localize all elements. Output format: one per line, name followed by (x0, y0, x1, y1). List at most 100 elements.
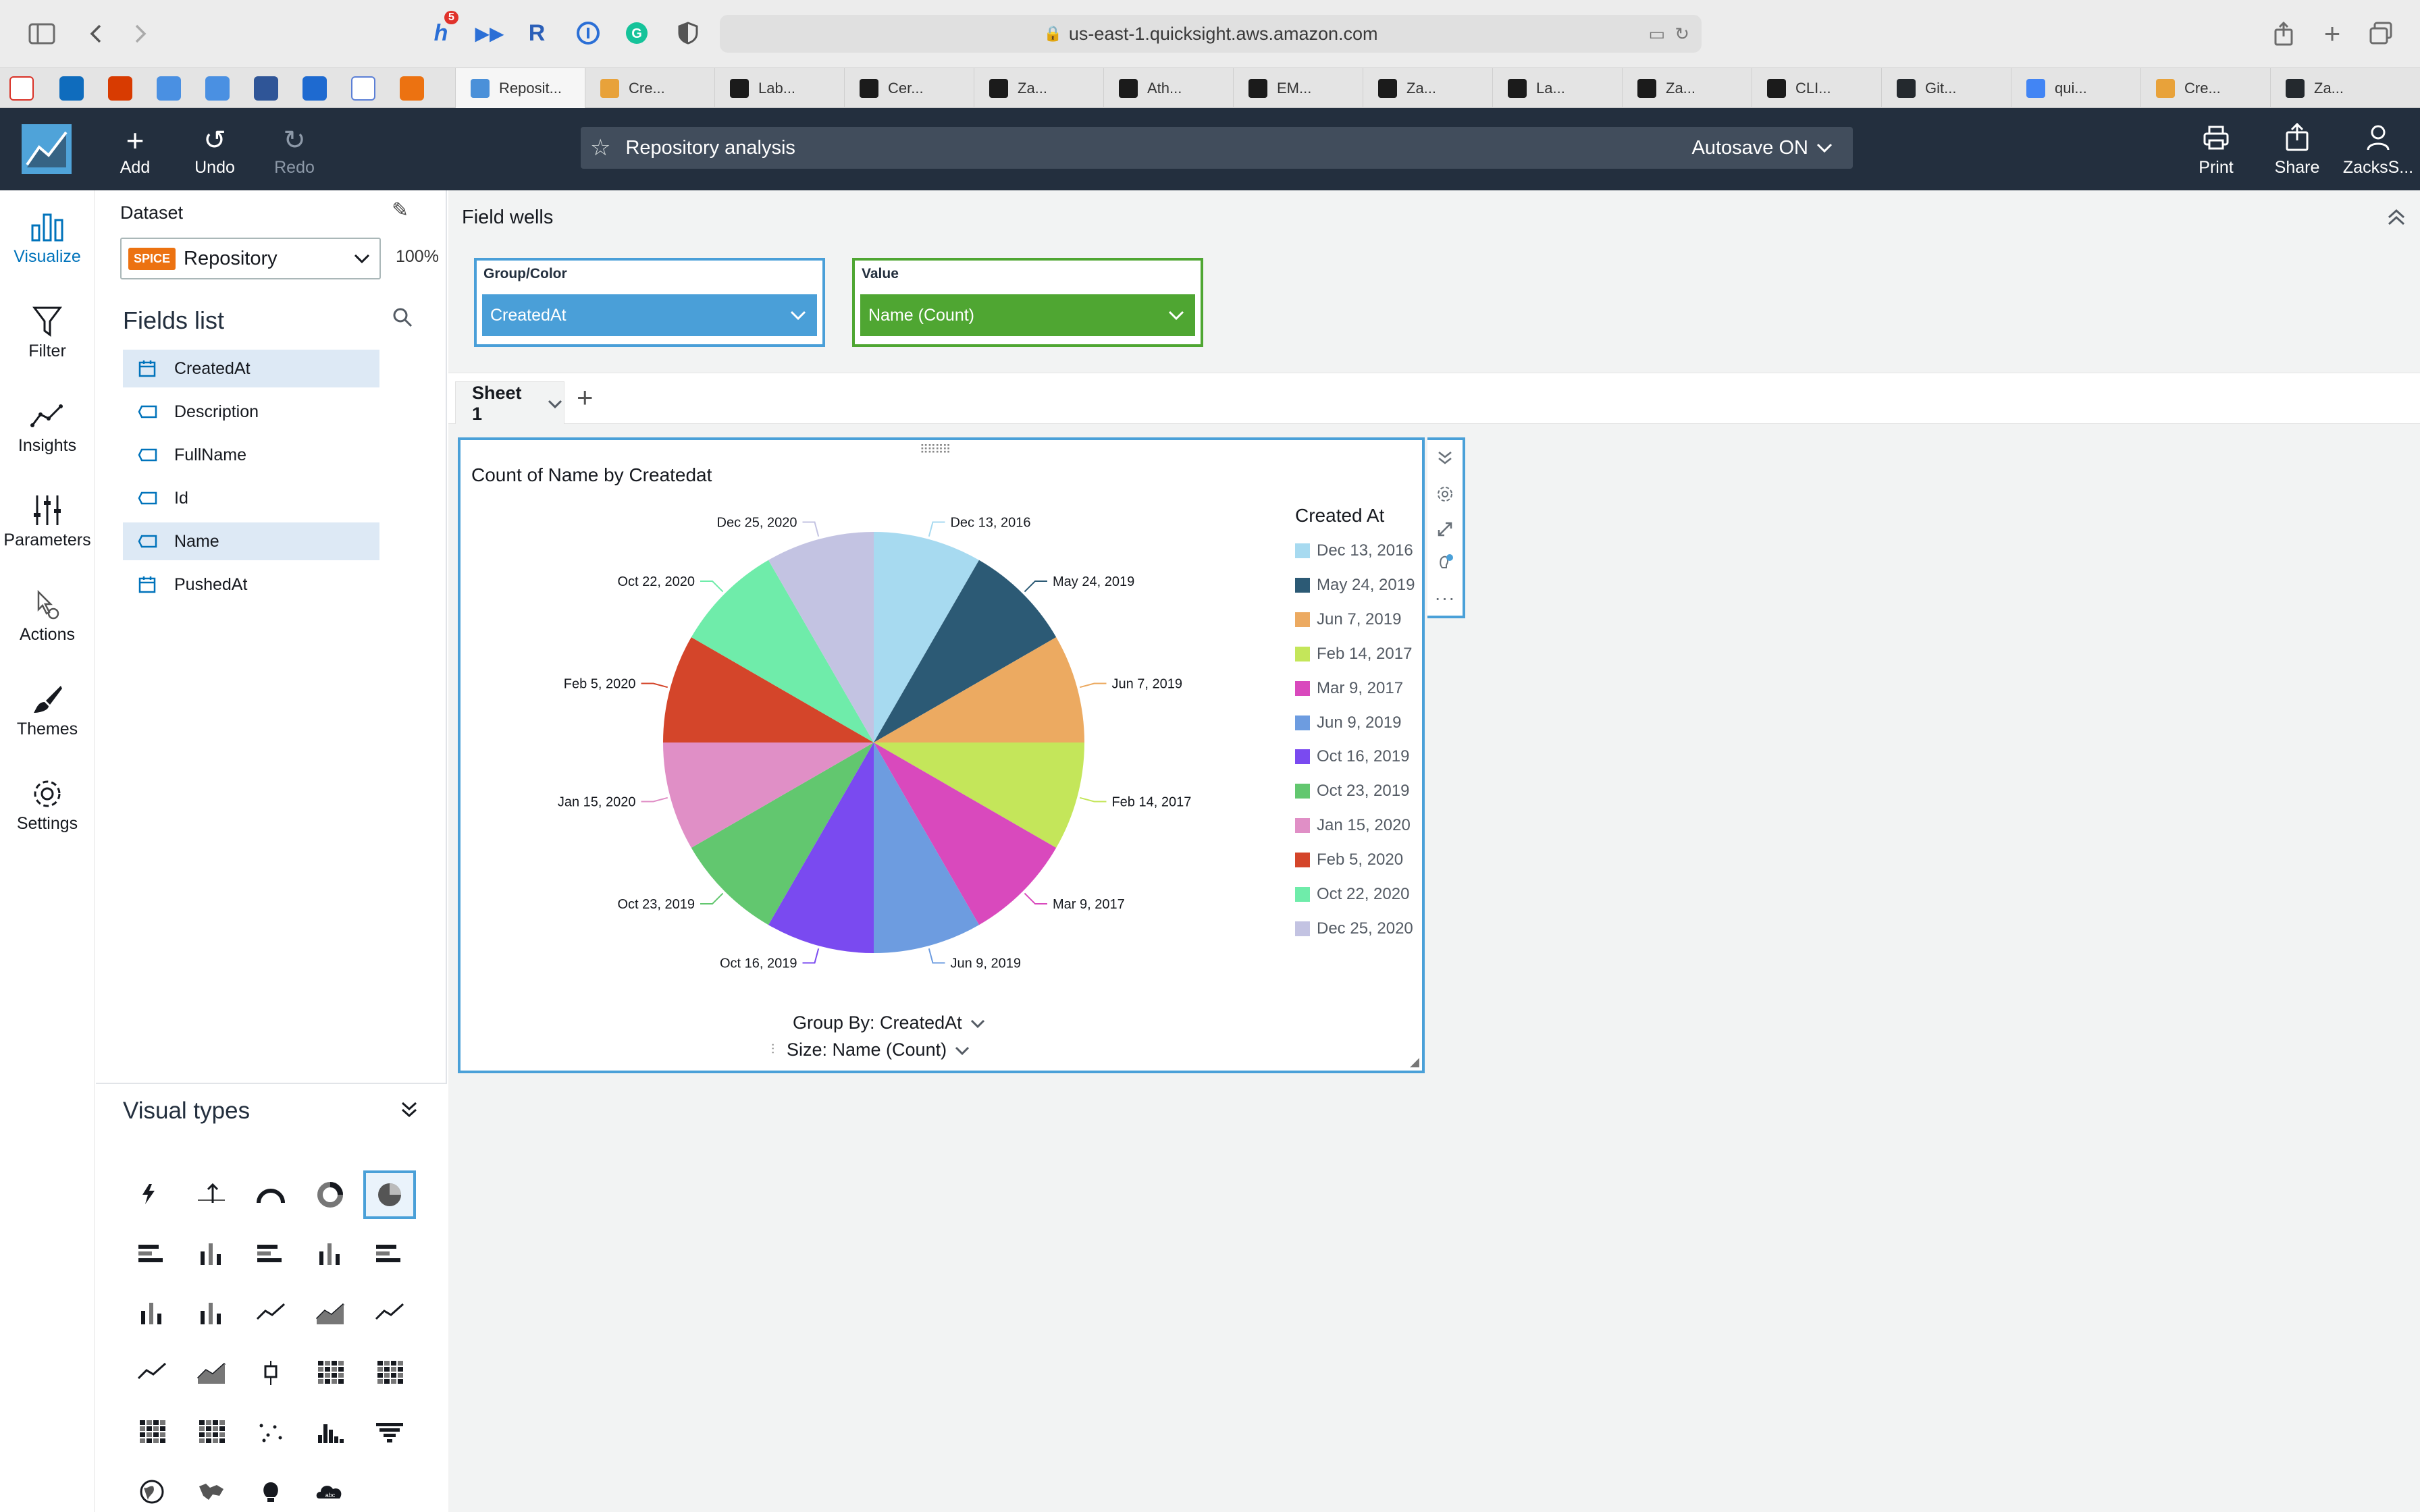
browser-tab[interactable]: Za... (974, 68, 1103, 109)
tab-overview-icon[interactable] (2365, 18, 2397, 50)
geospatial-map-icon[interactable] (126, 1467, 178, 1512)
clustered-horizontal-bar-icon[interactable] (244, 1230, 297, 1278)
box-plot-icon[interactable] (244, 1349, 297, 1397)
format-visual-gear-icon[interactable] (1433, 482, 1457, 506)
forward-media-extension-icon[interactable]: ▶▶ (475, 22, 504, 44)
r-extension-icon[interactable]: R (528, 20, 546, 46)
new-tab-icon[interactable]: + (2323, 18, 2341, 49)
office-pinned-tab[interactable] (108, 76, 132, 101)
field-item-id[interactable]: Id (123, 479, 379, 517)
percent-bar-icon[interactable] (185, 1289, 238, 1338)
createdat-field-pill[interactable]: CreatedAt (482, 294, 817, 336)
field-item-name[interactable]: Name (123, 522, 379, 560)
pie-slice[interactable] (691, 742, 874, 925)
browser-tab[interactable]: Cre... (585, 68, 714, 109)
pie-slice[interactable] (768, 742, 874, 953)
legend-item[interactable]: Jun 7, 2019 (1295, 606, 1401, 633)
legend-item[interactable]: Dec 13, 2016 (1295, 537, 1413, 564)
dataset-select[interactable]: SPICE Repository (120, 238, 381, 279)
tree-map-icon[interactable] (185, 1408, 238, 1457)
browser-tab[interactable]: Lab... (714, 68, 844, 109)
name-count-field-pill[interactable]: Name (Count) (860, 294, 1195, 336)
funnel-icon[interactable] (363, 1408, 416, 1457)
browser-tab[interactable]: CLI... (1752, 68, 1881, 109)
app-pinned-tab-1[interactable] (254, 76, 278, 101)
nav-parameters[interactable]: Parameters (0, 490, 95, 550)
vertical-bar-icon[interactable] (185, 1230, 238, 1278)
combo-line-icon[interactable] (126, 1349, 178, 1397)
line-chart-icon[interactable] (244, 1289, 297, 1338)
honey-extension-icon[interactable]: h (433, 20, 448, 46)
browser-tab[interactable]: qui... (2011, 68, 2140, 109)
nav-settings[interactable]: Settings (0, 774, 95, 834)
back-icon[interactable] (80, 18, 112, 50)
address-bar[interactable]: 🔒 us-east-1.quicksight.aws.amazon.com ▭ … (720, 15, 1702, 53)
pencil-icon[interactable]: ✎ (392, 199, 409, 221)
nav-visualize[interactable]: Visualize (0, 207, 95, 267)
legend-item[interactable]: Jun 9, 2019 (1295, 709, 1401, 736)
nav-filter[interactable]: Filter (0, 301, 95, 361)
more-options-icon[interactable]: ··· (1434, 587, 1456, 608)
collapse-visual-icon[interactable] (1433, 446, 1457, 470)
redo-button[interactable]: ↻ Redo (261, 123, 328, 178)
resize-handle-icon[interactable]: ◢ (1410, 1055, 1419, 1069)
analysis-name[interactable]: Repository analysis (625, 136, 795, 159)
browser-tab[interactable]: EM... (1233, 68, 1363, 109)
sidebar-toggle-icon[interactable] (26, 18, 58, 50)
legend-item[interactable]: May 24, 2019 (1295, 572, 1415, 599)
search-icon[interactable] (392, 306, 413, 331)
browser-tab[interactable]: La... (1492, 68, 1622, 109)
tab-sheet-1[interactable]: Sheet 1 (455, 381, 564, 425)
filled-map-icon[interactable] (185, 1467, 238, 1512)
insight-icon[interactable] (244, 1467, 297, 1512)
pivot-table-icon[interactable] (304, 1349, 357, 1397)
histogram-icon[interactable] (304, 1408, 357, 1457)
horizontal-bar-icon[interactable] (126, 1230, 178, 1278)
browser-tab[interactable]: Reposit... (455, 68, 585, 109)
browser-tab[interactable]: Za... (2270, 68, 2400, 109)
field-item-fullname[interactable]: FullName (123, 436, 379, 474)
collapse-up-icon[interactable] (2386, 208, 2406, 230)
forward-icon[interactable] (124, 18, 157, 50)
pie-slice[interactable] (874, 742, 1084, 848)
browser-tab[interactable]: Cre... (2140, 68, 2270, 109)
gmail-pinned-tab[interactable] (9, 76, 34, 101)
group-color-well[interactable]: Group/Color CreatedAt (474, 258, 825, 347)
pie-slice[interactable] (874, 742, 1057, 925)
legend-item[interactable]: Feb 5, 2020 (1295, 846, 1403, 873)
user-menu-button[interactable]: ZacksS... (2343, 123, 2413, 178)
legend-item[interactable]: Oct 23, 2019 (1295, 778, 1409, 805)
area-chart-icon[interactable] (304, 1289, 357, 1338)
browser-tab[interactable]: Za... (1363, 68, 1492, 109)
expand-icon[interactable] (1433, 517, 1457, 541)
value-well[interactable]: Value Name (Count) (852, 258, 1203, 347)
nav-insights[interactable]: Insights (0, 396, 95, 456)
add-button[interactable]: + Add (101, 123, 169, 178)
legend-item[interactable]: Feb 14, 2017 (1295, 641, 1412, 668)
privacy-shield-icon[interactable] (673, 18, 704, 49)
gauge-icon[interactable] (244, 1170, 297, 1219)
legend-item[interactable]: Jan 15, 2020 (1295, 812, 1411, 839)
scatter-plot-icon[interactable] (244, 1408, 297, 1457)
stacked-horizontal-bar-icon[interactable] (363, 1230, 416, 1278)
reader-icon[interactable]: ▭ (1648, 23, 1665, 44)
field-item-description[interactable]: Description (123, 393, 379, 431)
quicksight-logo[interactable] (22, 124, 72, 174)
field-item-pushedat[interactable]: PushedAt (123, 566, 379, 603)
clustered-vertical-bar-icon[interactable] (304, 1230, 357, 1278)
password-manager-icon[interactable] (573, 18, 604, 49)
stacked-vertical-bar-icon[interactable] (126, 1289, 178, 1338)
double-chevron-down-icon[interactable] (400, 1100, 419, 1123)
grammarly-icon[interactable]: G (621, 18, 652, 49)
app-pinned-tab-2[interactable] (302, 76, 327, 101)
share-button[interactable]: Share (2263, 122, 2331, 178)
heat-map-icon[interactable] (126, 1408, 178, 1457)
pie-slice[interactable] (663, 637, 874, 742)
combo-chart-icon[interactable] (363, 1289, 416, 1338)
chevron-down-icon[interactable] (546, 398, 564, 410)
field-item-createdat[interactable]: CreatedAt (123, 350, 379, 387)
donut-chart-icon[interactable] (304, 1170, 357, 1219)
browser-tab[interactable]: Za... (1622, 68, 1752, 109)
kpi-icon[interactable] (185, 1170, 238, 1219)
translate-pinned-tab-2[interactable] (205, 76, 230, 101)
